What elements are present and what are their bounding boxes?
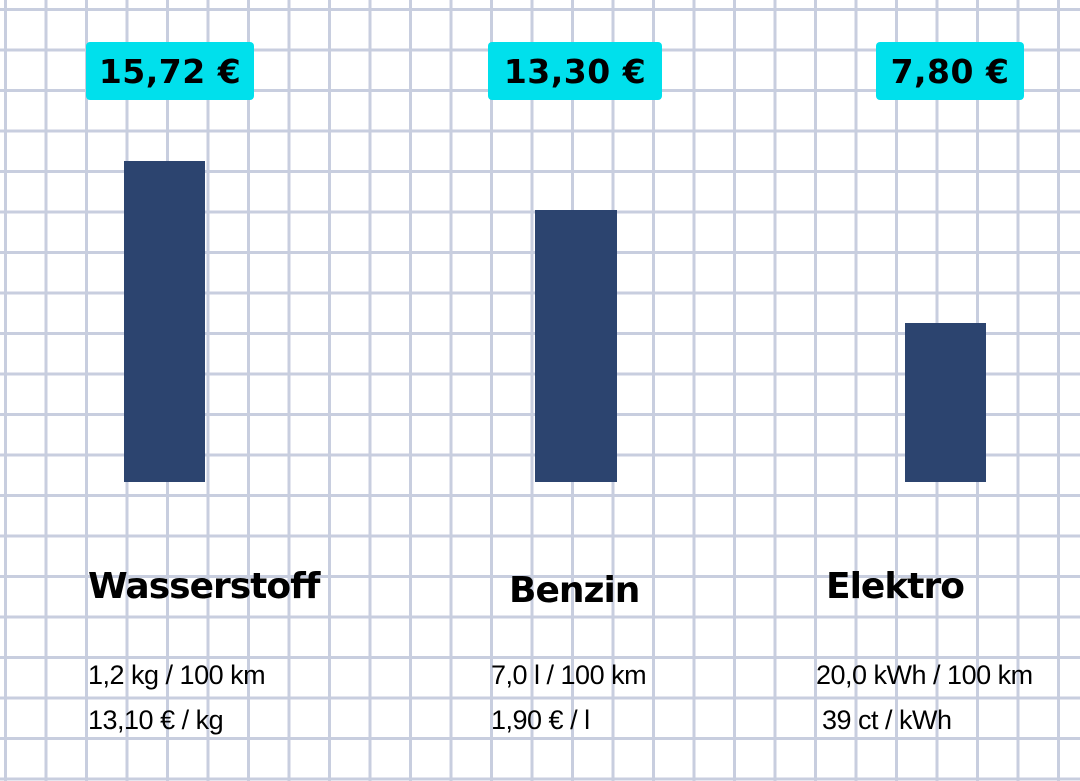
bar-elektro	[905, 322, 986, 482]
bar-benzin	[535, 210, 617, 482]
value-label-elektro: 7,80 €	[876, 42, 1024, 100]
consumption-wasserstoff: 1,2 kg / 100 km	[88, 660, 266, 690]
price-elektro: 39 ct / kWh	[822, 705, 952, 735]
value-label-benzin: 13,30 €	[488, 42, 662, 100]
consumption-elektro: 20,0 kWh / 100 km	[816, 660, 1033, 690]
category-label-elektro: Elektro	[826, 566, 965, 607]
category-label-benzin: Benzin	[509, 570, 640, 611]
price-benzin: 1,90 € / l	[491, 705, 590, 735]
consumption-benzin: 7,0 l / 100 km	[491, 660, 647, 690]
category-label-wasserstoff: Wasserstoff	[88, 566, 320, 607]
bar-wasserstoff	[124, 161, 205, 482]
value-label-wasserstoff: 15,72 €	[86, 42, 254, 100]
price-wasserstoff: 13,10 € / kg	[88, 705, 224, 735]
